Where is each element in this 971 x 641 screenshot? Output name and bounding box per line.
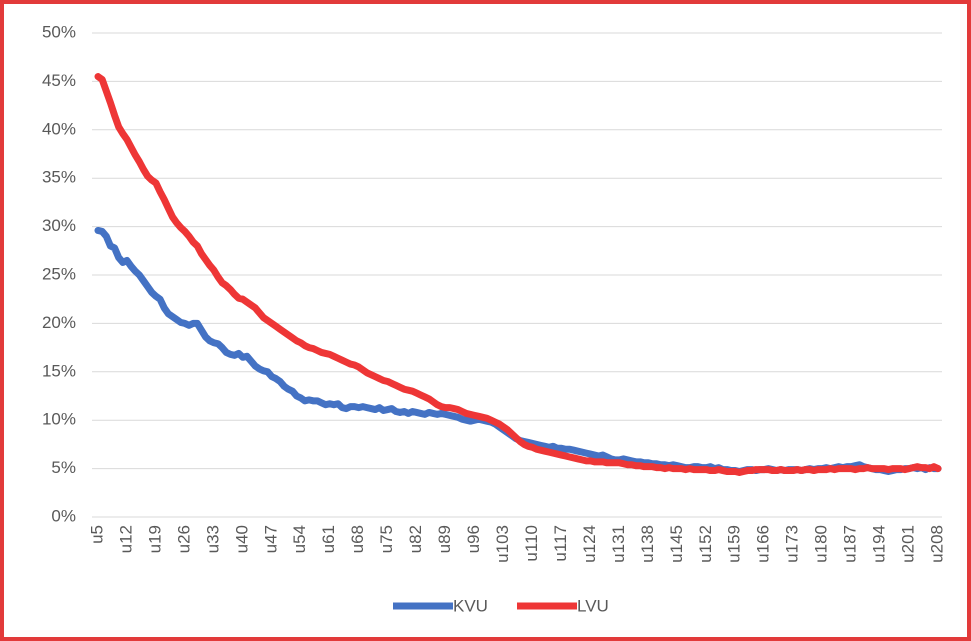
y-tick-label: 15% (42, 361, 76, 380)
y-tick-label: 50% (42, 22, 76, 41)
x-tick-label: u159 (725, 525, 744, 563)
y-tick-label: 35% (42, 168, 76, 187)
x-tick-label: u19 (145, 525, 164, 553)
x-tick-label: u173 (783, 525, 802, 563)
x-tick-label: u145 (667, 525, 686, 563)
y-tick-label: 45% (42, 71, 76, 90)
x-tick-label: u26 (174, 525, 193, 553)
x-tick-label: u187 (841, 525, 860, 563)
x-tick-label: u96 (464, 525, 483, 553)
x-tick-label: u82 (406, 525, 425, 553)
legend-label: LVU (577, 596, 609, 615)
x-tick-label: u61 (319, 525, 338, 553)
x-tick-label: u75 (377, 525, 396, 553)
x-tick-label: u89 (435, 525, 454, 553)
x-tick-label: u117 (551, 525, 570, 562)
x-tick-label: u194 (870, 525, 889, 563)
y-tick-label: 0% (51, 506, 76, 525)
x-tick-label: u54 (290, 525, 309, 553)
x-tick-label: u208 (927, 525, 946, 563)
y-tick-label: 30% (42, 216, 76, 235)
x-tick-label: u110 (522, 525, 541, 562)
x-tick-label: u131 (609, 525, 628, 563)
y-tick-label: 5% (51, 458, 76, 477)
x-tick-label: u103 (493, 525, 512, 563)
x-tick-label: u124 (580, 525, 599, 563)
y-tick-label: 20% (42, 313, 76, 332)
x-tick-label: u40 (232, 525, 251, 553)
x-tick-label: u5 (87, 525, 106, 544)
series-line (94, 73, 942, 476)
x-tick-label: u47 (261, 525, 280, 553)
x-tick-label: u152 (696, 525, 715, 563)
legend-label: KVU (453, 596, 488, 615)
y-tick-label: 40% (42, 119, 76, 138)
y-tick-label: 10% (42, 410, 76, 429)
x-tick-label: u201 (899, 525, 918, 563)
x-tick-label: u33 (203, 525, 222, 553)
x-tick-label: u12 (116, 525, 135, 553)
x-tick-label: u166 (754, 525, 773, 563)
y-tick-label: 25% (42, 264, 76, 283)
x-tick-label: u180 (812, 525, 831, 563)
x-tick-label: u138 (638, 525, 657, 563)
x-tick-label: u68 (348, 525, 367, 553)
